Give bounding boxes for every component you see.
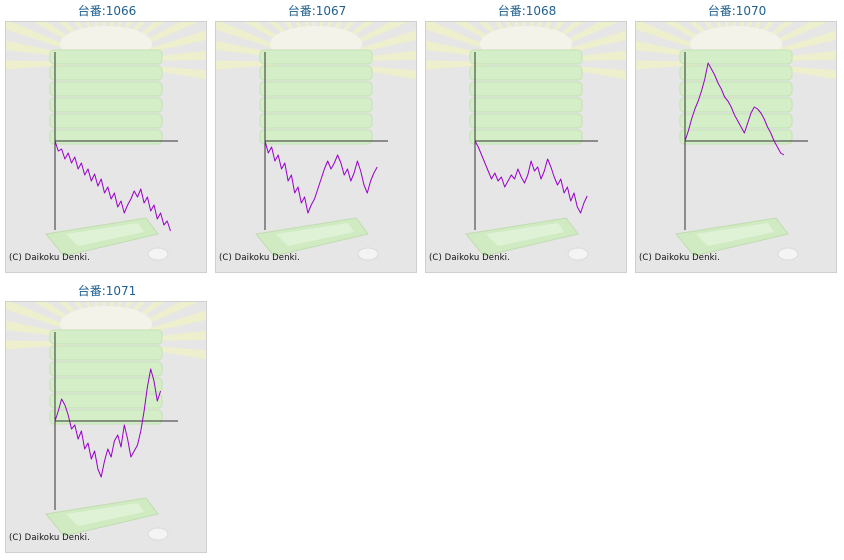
background-illustration xyxy=(6,302,206,541)
tier-shape xyxy=(49,393,163,409)
chart-frame: (C) Daikoku Denki. xyxy=(635,21,837,273)
tier-shape xyxy=(49,49,163,65)
tier-shape xyxy=(49,377,163,393)
copyright-text: (C) Daikoku Denki. xyxy=(219,253,300,263)
sun-ray xyxy=(216,22,284,52)
sun-ray xyxy=(556,22,619,49)
series-line xyxy=(474,140,588,214)
chart-cell: 台番:1071 (C) Daikoku Denki. xyxy=(2,280,212,553)
chart-title[interactable]: 台番:1068 xyxy=(497,4,557,18)
tier-shape xyxy=(469,49,583,65)
sun-ray xyxy=(139,310,206,335)
sun-ray xyxy=(139,30,206,55)
tier-shape xyxy=(469,65,583,81)
tier-shape xyxy=(679,97,793,113)
sun-ray xyxy=(732,22,736,28)
sun-ray xyxy=(636,22,704,52)
background-illustration xyxy=(636,22,836,261)
tray-inner-shape xyxy=(696,223,774,246)
copyright-text: (C) Daikoku Denki. xyxy=(639,253,720,263)
chart-cell: 台番:1068 (C) Daikoku Denki. xyxy=(422,0,632,273)
coin-shape xyxy=(777,247,799,261)
sun-ray xyxy=(769,30,836,55)
chart-svg xyxy=(216,22,416,261)
coin-shape xyxy=(147,527,169,541)
sun-ray xyxy=(426,22,494,52)
tray-inner-shape xyxy=(66,503,144,526)
chart-frame: (C) Daikoku Denki. xyxy=(425,21,627,273)
sun-ray xyxy=(559,30,626,55)
chart-frame: (C) Daikoku Denki. xyxy=(5,301,207,553)
sun-ray xyxy=(6,22,74,52)
tier-shape xyxy=(469,81,583,97)
tier-shape xyxy=(679,113,793,129)
tier-shape xyxy=(49,329,163,345)
chart-cell: 台番:1067 (C) Daikoku Denki. xyxy=(212,0,422,273)
sun-ray xyxy=(766,22,829,49)
sun-ray xyxy=(102,22,106,28)
tier-shape xyxy=(259,97,373,113)
tier-shape xyxy=(679,49,793,65)
tier-shape xyxy=(469,113,583,129)
copyright-text: (C) Daikoku Denki. xyxy=(9,253,90,263)
tier-shape xyxy=(469,129,583,145)
tier-shape xyxy=(259,49,373,65)
sun-ray xyxy=(312,22,316,28)
series-line xyxy=(54,140,171,232)
sun-ray xyxy=(522,22,526,28)
tier-shape xyxy=(259,65,373,81)
chart-svg xyxy=(636,22,836,261)
coin-shape xyxy=(357,247,379,261)
tier-shape xyxy=(49,65,163,81)
copyright-text: (C) Daikoku Denki. xyxy=(429,253,510,263)
coin-shape xyxy=(567,247,589,261)
tier-shape xyxy=(49,361,163,377)
copyright-text: (C) Daikoku Denki. xyxy=(9,533,90,543)
series-line xyxy=(54,368,162,478)
sun-ray xyxy=(349,30,416,55)
chart-frame: (C) Daikoku Denki. xyxy=(5,21,207,273)
tray-inner-shape xyxy=(276,223,354,246)
tier-shape xyxy=(259,113,373,129)
coin-shape xyxy=(147,247,169,261)
tier-shape xyxy=(679,81,793,97)
chart-cell: 台番:1070 (C) Daikoku Denki. xyxy=(632,0,842,273)
sun-ray xyxy=(346,22,409,49)
tier-shape xyxy=(679,129,793,145)
tray-inner-shape xyxy=(486,223,564,246)
tier-shape xyxy=(259,81,373,97)
sun-ray xyxy=(136,22,199,49)
tier-shape xyxy=(49,97,163,113)
chart-title[interactable]: 台番:1067 xyxy=(287,4,347,18)
chart-svg xyxy=(426,22,626,261)
tier-shape xyxy=(49,345,163,361)
series-line xyxy=(684,62,785,156)
tier-shape xyxy=(469,97,583,113)
sun-ray xyxy=(6,302,74,332)
background-illustration xyxy=(426,22,626,261)
chart-title[interactable]: 台番:1070 xyxy=(707,4,767,18)
chart-title[interactable]: 台番:1071 xyxy=(77,284,137,298)
chart-cell: 台番:1066 (C) Daikoku Denki. xyxy=(2,0,212,273)
tray-inner-shape xyxy=(66,223,144,246)
chart-title[interactable]: 台番:1066 xyxy=(77,4,137,18)
series-line xyxy=(264,140,378,214)
tier-shape xyxy=(49,113,163,129)
chart-svg xyxy=(6,302,206,541)
sun-ray xyxy=(102,302,106,308)
sun-ray xyxy=(136,302,199,329)
chart-svg xyxy=(6,22,206,261)
tier-shape xyxy=(49,129,163,145)
chart-frame: (C) Daikoku Denki. xyxy=(215,21,417,273)
tier-shape xyxy=(49,81,163,97)
tier-shape xyxy=(679,65,793,81)
tier-shape xyxy=(259,129,373,145)
